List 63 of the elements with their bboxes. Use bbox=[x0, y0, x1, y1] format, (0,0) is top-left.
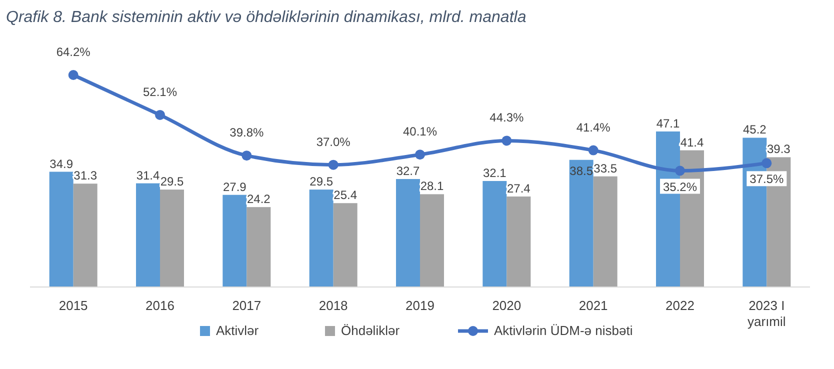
data-label: 24.2 bbox=[246, 192, 271, 206]
data-label: 37.5% bbox=[750, 172, 784, 186]
data-label: 40.1% bbox=[402, 124, 438, 139]
data-label: 27.4 bbox=[506, 182, 531, 196]
data-label: 31.4 bbox=[136, 168, 160, 182]
data-label: 34.9 bbox=[50, 156, 74, 171]
data-label: 41.4 bbox=[680, 135, 704, 150]
data-label: 29.5 bbox=[310, 174, 334, 189]
bar bbox=[136, 183, 160, 287]
bar bbox=[593, 176, 618, 287]
legend-label: Öhdəliklər bbox=[341, 323, 400, 338]
data-label: 32.1 bbox=[482, 166, 507, 180]
legend-label: Aktivlərin ÜDM-ə nisbəti bbox=[494, 323, 633, 338]
bar bbox=[246, 207, 271, 287]
data-label: 35.2% bbox=[662, 180, 698, 194]
data-label: 31.3 bbox=[74, 168, 98, 183]
point bbox=[68, 70, 78, 80]
bar bbox=[160, 190, 184, 287]
point bbox=[242, 150, 252, 161]
data-label: 27.9 bbox=[222, 180, 247, 194]
point bbox=[155, 110, 165, 120]
bar bbox=[49, 172, 74, 287]
bar bbox=[506, 196, 531, 287]
x-tick-label: 2018 bbox=[318, 298, 348, 313]
x-tick-label: 2016 bbox=[146, 298, 174, 313]
x-tick-label: 2021 bbox=[578, 298, 608, 313]
point bbox=[762, 158, 772, 168]
data-label: 37.0% bbox=[316, 134, 351, 149]
chart-title: Qrafik 8. Bank sisteminin aktiv və öhdəliklərinin dinamikası, mlrd. manatla bbox=[6, 9, 526, 26]
x-tick-label: 2023 I yarımil bbox=[748, 298, 786, 329]
x-tick-label: 2015 bbox=[58, 298, 88, 313]
data-label: 45.2 bbox=[742, 122, 767, 137]
data-label: 29.5 bbox=[160, 174, 184, 189]
bar bbox=[333, 203, 358, 287]
x-tick-label: 2019 bbox=[406, 298, 434, 313]
data-label: 47.1 bbox=[656, 116, 680, 130]
x-tick-label: 2017 bbox=[232, 298, 262, 313]
bar bbox=[222, 194, 247, 287]
bar bbox=[73, 184, 98, 287]
point bbox=[502, 136, 512, 146]
data-label: 64.2% bbox=[56, 45, 91, 59]
data-label: 52.1% bbox=[142, 84, 178, 99]
data-label: 39.3 bbox=[766, 142, 791, 156]
data-label: 41.4% bbox=[576, 120, 611, 134]
data-label: 38.5 bbox=[570, 164, 594, 178]
point bbox=[675, 166, 685, 176]
bar bbox=[482, 181, 507, 287]
point bbox=[415, 150, 425, 160]
data-label: 39.8% bbox=[230, 126, 264, 140]
data-label: 33.5 bbox=[594, 161, 618, 176]
bar bbox=[309, 190, 334, 287]
legend-label: Aktivlər bbox=[216, 323, 260, 338]
point bbox=[328, 160, 338, 170]
bar bbox=[396, 179, 420, 287]
x-tick-label: 2020 bbox=[492, 298, 522, 313]
data-label: 44.3% bbox=[490, 110, 524, 125]
bar bbox=[569, 160, 594, 287]
data-label: 28.1 bbox=[420, 179, 444, 194]
point bbox=[588, 145, 598, 156]
data-label: 25.4 bbox=[334, 188, 358, 202]
x-tick-label: 2022 bbox=[666, 298, 694, 313]
bar bbox=[420, 194, 444, 287]
data-label: 32.7 bbox=[396, 164, 420, 178]
